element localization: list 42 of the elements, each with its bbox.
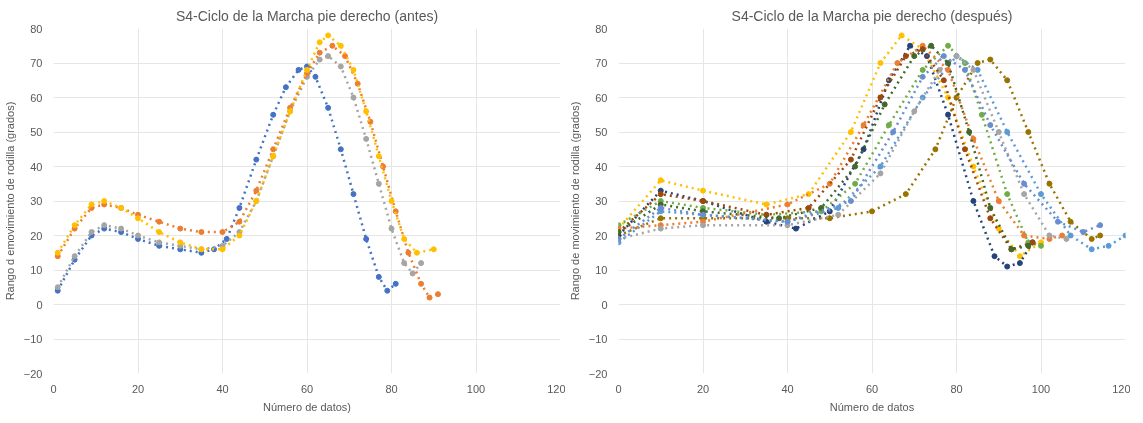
x-tick-label: 0 [50,382,57,395]
x-axis-title: Número de datos) [262,400,352,413]
y-tick-label: 60 [30,91,43,104]
y-tick-label: 80 [595,22,608,35]
y-tick-label: 0 [36,298,43,311]
x-tick-label: 80 [385,382,398,395]
x-tick-label: 20 [696,382,710,395]
x-tick-label: 80 [950,382,963,395]
y-tick-label: 70 [595,57,608,69]
y-tick-label: 50 [595,126,608,138]
y-axis-title: Rango de movimiento de rodilla (grados) [568,101,581,301]
y-tick-label: 20 [595,229,608,242]
y-tick-label: 30 [30,195,43,207]
x-tick-label: 40 [216,382,229,395]
x-tick-label: 120 [1112,382,1131,395]
x-tick-label: 100 [1031,382,1051,395]
y-tick-label: −10 [23,333,43,345]
y-tick-label: −20 [588,367,608,380]
chart-title: S4-Ciclo de la Marcha pie derecho (después) [731,7,1013,24]
y-axis-title: Rango d emovimiento de rodilla (grados) [3,101,16,301]
y-tick-label: 20 [30,229,43,242]
y-tick-label: 10 [30,264,43,276]
x-tick-label: 0 [615,382,622,395]
x-tick-label: 60 [300,382,314,395]
x-tick-label: 40 [781,382,794,395]
y-tick-label: 60 [595,91,608,104]
chart-title: S4-Ciclo de la Marcha pie derecho (antes) [175,7,439,24]
y-tick-label: 70 [30,57,43,69]
x-axis-title: Número de datos [829,400,915,413]
x-tick-label: 20 [131,382,145,395]
y-tick-label: 10 [595,264,608,276]
y-tick-label: 0 [601,298,608,311]
y-tick-label: −10 [588,333,608,345]
x-tick-label: 60 [865,382,879,395]
y-tick-label: 80 [30,22,43,35]
y-tick-label: 50 [30,126,43,138]
x-tick-label: 120 [547,382,566,395]
y-tick-label: −20 [23,367,43,380]
y-tick-label: 40 [595,160,608,173]
y-tick-label: 30 [595,195,608,207]
y-tick-label: 40 [30,160,43,173]
x-tick-label: 100 [466,382,486,395]
